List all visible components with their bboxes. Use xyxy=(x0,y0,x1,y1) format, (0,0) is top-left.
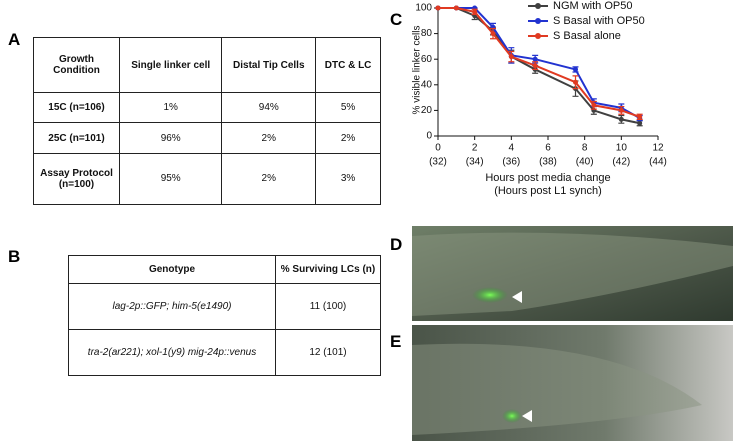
legend-marker xyxy=(535,33,541,39)
y-tick-label: 40 xyxy=(421,79,433,90)
header-cell: % Surviving LCs (n) xyxy=(275,255,381,284)
cell: 2% xyxy=(221,152,317,206)
x-tick-label: (34) xyxy=(466,157,484,168)
data-point xyxy=(618,107,624,113)
x-tick-label: (42) xyxy=(612,157,630,168)
legend-label: S Basal alone xyxy=(553,30,621,42)
cell: 3% xyxy=(315,152,381,206)
panel-label: A xyxy=(8,30,21,49)
x-tick-label: 2 xyxy=(472,143,478,154)
cell: 5% xyxy=(315,91,381,124)
cell: tra-2(ar221); xol-1(y9) mig-24p::venus xyxy=(68,329,276,376)
header-cell: Distal Tip Cells xyxy=(221,37,317,93)
header-cell: Genotype xyxy=(68,255,276,284)
cell: Assay Protocol (n=100) xyxy=(33,152,120,206)
x-tick-label: (32) xyxy=(429,157,447,168)
x-tick-label: (44) xyxy=(649,157,667,168)
x-tick-label: (38) xyxy=(539,157,557,168)
x-tick-label: 10 xyxy=(616,143,628,154)
cell: 15C (n=106) xyxy=(33,91,120,124)
legend-marker xyxy=(535,3,541,9)
x-tick-label: 0 xyxy=(435,143,441,154)
micrograph-e xyxy=(412,325,733,441)
legend-label: S Basal with OP50 xyxy=(553,15,645,27)
x-tick-label: (36) xyxy=(502,157,520,168)
header-cell: Single linker cell xyxy=(118,37,223,93)
y-axis-label: % visible linker cells xyxy=(412,26,423,115)
cell: 94% xyxy=(221,91,317,124)
data-point xyxy=(637,120,643,126)
header-cell: Growth Condition xyxy=(33,37,120,93)
data-point xyxy=(591,102,597,108)
data-point xyxy=(490,31,496,37)
table-b: Genotype% Surviving LCs (n) lag-2p::GFP;… xyxy=(68,255,381,376)
cell: lag-2p::GFP; him-5(e1490) xyxy=(68,283,276,330)
cell: 11 (100) xyxy=(275,283,381,330)
chart: % visible linker cells Hours post media … xyxy=(412,0,667,197)
legend-marker xyxy=(535,18,541,24)
data-point xyxy=(573,66,578,72)
cell: 96% xyxy=(118,122,223,154)
x-tick-label: 12 xyxy=(652,143,664,154)
y-tick-label: 100 xyxy=(415,3,432,14)
y-tick-label: 80 xyxy=(421,28,433,39)
data-point xyxy=(637,114,643,120)
data-point xyxy=(532,63,538,69)
data-point xyxy=(573,79,578,85)
panel-label: C xyxy=(390,10,403,29)
data-point xyxy=(508,54,514,60)
data-point xyxy=(435,5,441,11)
series-line xyxy=(438,7,640,118)
table-a: Growth Condition Single linker cell Distal… xyxy=(33,37,381,206)
data-point xyxy=(453,5,459,11)
series-line xyxy=(438,7,641,119)
data-point xyxy=(618,116,624,122)
y-tick-label: 20 xyxy=(421,105,433,116)
cell: 12 (101) xyxy=(275,329,381,376)
x-axis-label: (Hours post L1 synch) xyxy=(494,185,602,197)
data-point xyxy=(532,56,538,62)
series-line xyxy=(438,7,640,125)
x-axis-label: Hours post media change xyxy=(485,172,610,184)
x-tick-label: 6 xyxy=(545,143,551,154)
y-tick-label: 60 xyxy=(421,54,433,65)
x-tick-label: 8 xyxy=(582,143,588,154)
cell: 1% xyxy=(118,91,223,124)
panel-label: D xyxy=(390,235,403,254)
header-cell: DTC & LC xyxy=(315,37,381,93)
data-point xyxy=(472,9,478,15)
micrograph-d xyxy=(412,226,733,321)
panel-label: B xyxy=(8,247,21,266)
cell: 2% xyxy=(315,122,381,154)
cell: 95% xyxy=(118,152,223,206)
cell: 25C (n=101) xyxy=(33,122,120,154)
legend-label: NGM with OP50 xyxy=(553,0,632,12)
x-tick-label: (40) xyxy=(576,157,594,168)
cell: 2% xyxy=(221,122,317,154)
x-tick-label: 4 xyxy=(509,143,515,154)
y-tick-label: 0 xyxy=(426,131,432,142)
panel-label: E xyxy=(390,332,402,351)
